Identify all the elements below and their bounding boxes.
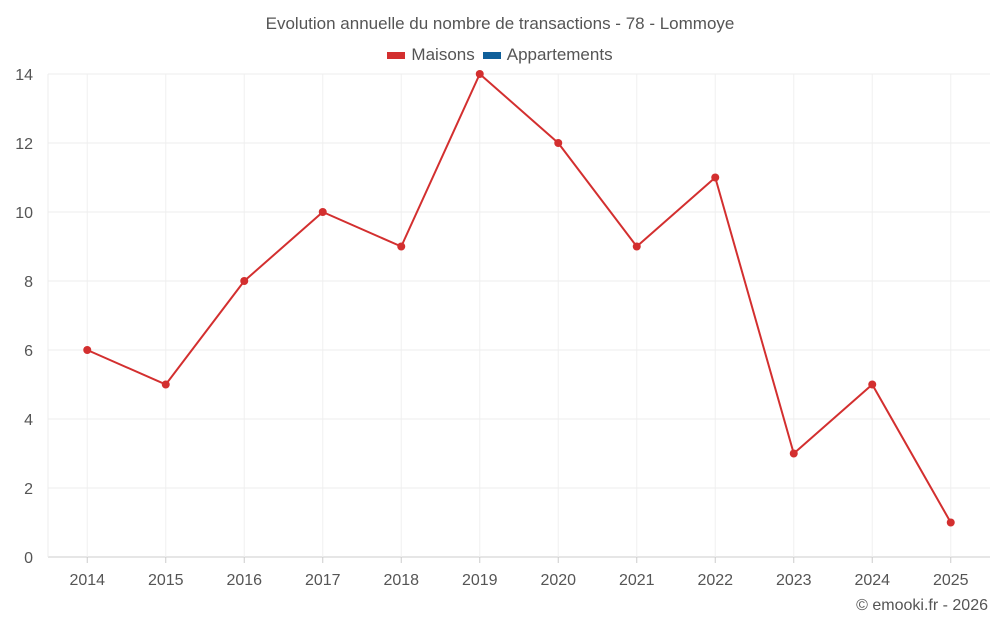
data-point <box>475 70 484 78</box>
data-point <box>554 139 563 147</box>
x-tick-label: 2020 <box>540 572 576 589</box>
series-line-maisons <box>86 73 952 523</box>
y-tick-label: 12 <box>15 136 33 153</box>
y-tick-label: 10 <box>15 205 33 222</box>
legend-item-maisons[interactable]: Maisons <box>387 45 475 65</box>
chart-legend: Maisons Appartements <box>0 45 1000 65</box>
y-tick-label: 6 <box>24 343 33 360</box>
legend-label-appartements: Appartements <box>506 45 613 64</box>
data-point <box>946 518 955 527</box>
x-tick-label: 2019 <box>462 572 498 589</box>
legend-swatch-appartements <box>482 51 501 59</box>
data-point <box>240 277 249 285</box>
data-point <box>711 173 720 182</box>
y-tick-label: 8 <box>24 274 33 291</box>
y-tick-label: 2 <box>24 481 33 498</box>
x-tick-label: 2021 <box>619 572 655 589</box>
x-tick-label: 2022 <box>697 572 733 589</box>
x-tick-label: 2016 <box>226 572 262 589</box>
legend-item-appartements[interactable]: Appartements <box>482 45 613 65</box>
data-point <box>868 380 877 389</box>
credit-text: © emooki.fr - 2026 <box>856 597 988 614</box>
x-tick-label: 2025 <box>933 572 969 589</box>
legend-swatch-maisons <box>387 51 406 59</box>
chart-title: Evolution annuelle du nombre de transact… <box>265 14 735 33</box>
data-point <box>318 208 327 216</box>
data-point <box>632 242 641 251</box>
x-tick-label: 2023 <box>776 572 812 589</box>
x-tick-label: 2024 <box>854 572 890 589</box>
x-tick-label: 2015 <box>148 572 184 589</box>
legend-label-maisons: Maisons <box>411 45 475 64</box>
data-point <box>83 346 92 354</box>
data-point <box>789 449 798 458</box>
data-point <box>397 242 406 251</box>
y-tick-label: 0 <box>24 550 33 567</box>
data-point <box>161 380 170 389</box>
y-tick-label: 4 <box>24 412 33 429</box>
x-tick-label: 2017 <box>305 572 341 589</box>
x-tick-label: 2014 <box>69 572 105 589</box>
y-tick-label: 14 <box>15 67 33 84</box>
x-tick-label: 2018 <box>383 572 419 589</box>
